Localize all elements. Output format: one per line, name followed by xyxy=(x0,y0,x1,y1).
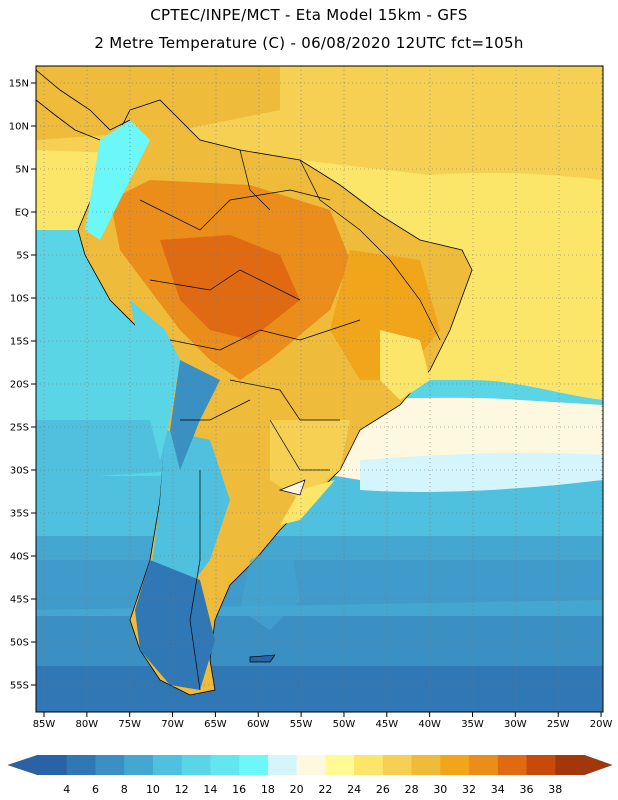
lat-label: 50S xyxy=(10,638,29,649)
colorbar-label: 34 xyxy=(491,783,505,796)
country-borders xyxy=(139,149,441,691)
lat-label: 15S xyxy=(10,337,29,348)
colorbar-label: 6 xyxy=(92,783,99,796)
lon-label: 30W xyxy=(504,719,527,730)
lon-label: 50W xyxy=(333,719,356,730)
colorbar-swatch xyxy=(469,755,499,775)
central-america-coast xyxy=(36,69,131,141)
lat-label: EQ xyxy=(15,208,29,219)
colorbar-label: 30 xyxy=(433,783,447,796)
colorbar-high-arrow xyxy=(583,754,613,776)
lat-label: 20S xyxy=(10,380,29,391)
colorbar-label: 16 xyxy=(232,783,246,796)
colorbar-swatch xyxy=(411,755,441,775)
lon-label: 60W xyxy=(247,719,270,730)
colorbar-label: 14 xyxy=(203,783,217,796)
colorbar-swatch xyxy=(66,755,96,775)
colorbar-label: 38 xyxy=(548,783,562,796)
colorbar-label: 12 xyxy=(175,783,189,796)
lat-label: 40S xyxy=(10,552,29,563)
lat-label: 10S xyxy=(10,294,29,305)
map-title-line2: 2 Metre Temperature (C) - 06/08/2020 12U… xyxy=(94,34,524,52)
colorbar-label: 18 xyxy=(261,783,275,796)
colorbar-swatch xyxy=(152,755,183,775)
colorbar-label: 36 xyxy=(520,783,534,796)
colorbar-swatch xyxy=(354,755,384,775)
lat-label: 5N xyxy=(15,165,29,176)
lon-label: 45W xyxy=(375,719,398,730)
colorbar-swatch xyxy=(440,755,470,775)
longitude-ticks: 85W 80W 75W 70W 65W 60W 55W 50W 45W 40W 35W 30W 25W 2… xyxy=(33,712,613,730)
lat-label: 25S xyxy=(10,423,29,434)
lagoon xyxy=(278,479,306,496)
colorbar-swatch xyxy=(555,755,585,775)
map-title-line1: CPTEC/INPE/MCT - Eta Model 15km - GFS xyxy=(150,6,468,24)
colorbar-swatch xyxy=(181,755,211,775)
colorbar-label: 20 xyxy=(290,783,304,796)
lon-label: 20W xyxy=(590,719,613,730)
lon-label: 75W xyxy=(118,719,141,730)
colorbar-low-arrow xyxy=(7,754,39,776)
lon-label: 40W xyxy=(418,719,441,730)
lat-label: 55S xyxy=(10,681,29,692)
colorbar: 4 6 8 10 12 14 16 18 20 22 24 26 28 30 32 34 36 38 xyxy=(7,754,613,796)
colorbar-swatch xyxy=(210,755,240,775)
lon-label: 65W xyxy=(204,719,227,730)
lon-label: 25W xyxy=(547,719,570,730)
lon-label: 35W xyxy=(461,719,484,730)
map-frame xyxy=(35,65,604,713)
colorbar-label: 26 xyxy=(376,783,390,796)
colorbar-swatch xyxy=(95,755,125,775)
lat-label: 35S xyxy=(10,509,29,520)
colorbar-swatch xyxy=(239,755,269,775)
colorbar-swatch xyxy=(38,755,68,775)
lon-label: 55W xyxy=(290,719,313,730)
colorbar-swatch xyxy=(325,755,355,775)
lat-label: 5S xyxy=(16,251,29,262)
colorbar-label: 10 xyxy=(146,783,160,796)
graticule xyxy=(36,66,603,712)
colorbar-swatch xyxy=(296,755,326,775)
lat-label: 30S xyxy=(10,466,29,477)
colorbar-swatch xyxy=(267,755,298,775)
colorbar-label: 32 xyxy=(462,783,476,796)
colorbar-label: 28 xyxy=(405,783,419,796)
colorbar-swatch xyxy=(382,755,413,775)
colorbar-label: 8 xyxy=(121,783,128,796)
falkland-islands xyxy=(249,654,276,663)
lon-label: 70W xyxy=(161,719,184,730)
colorbar-swatch xyxy=(497,755,528,775)
lat-label: 10N xyxy=(9,122,29,133)
map-field xyxy=(36,66,603,712)
colorbar-label: 4 xyxy=(63,783,70,796)
lon-label: 80W xyxy=(76,719,99,730)
colorbar-swatch xyxy=(124,755,154,775)
colorbar-swatch xyxy=(526,755,556,775)
lat-label: 45S xyxy=(10,595,29,606)
lat-label: 15N xyxy=(9,79,29,90)
lon-label: 85W xyxy=(33,719,56,730)
colorbar-label: 24 xyxy=(347,783,361,796)
latitude-ticks: 15N 10N 5N EQ 5S 10S 15S 20S 25S 30S 35S 40S 45S 50S 5… xyxy=(9,79,36,692)
colorbar-label: 22 xyxy=(318,783,332,796)
